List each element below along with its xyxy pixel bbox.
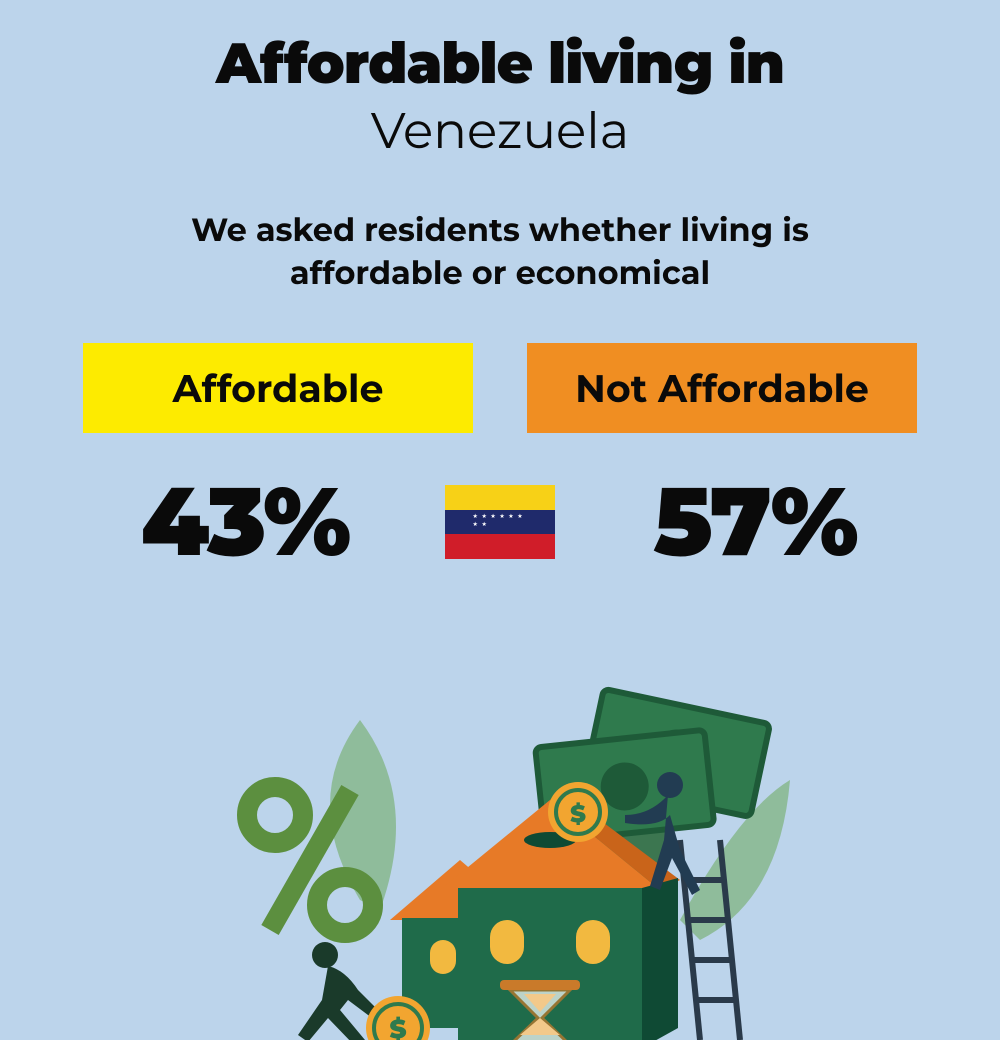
subtitle-line2: affordable or economical [290,254,710,293]
affordable-label: Affordable [173,365,384,412]
svg-text:$: $ [570,800,586,829]
subtitle-line1: We asked residents whether living is [191,211,809,250]
not-affordable-label: Not Affordable [575,365,869,412]
person-icon [298,942,378,1040]
svg-text:$: $ [389,1013,406,1040]
flag-stripe-bot [445,534,555,559]
not-affordable-label-box: Not Affordable [527,343,917,433]
house-savings-illustration: $ $ [180,640,820,1040]
title-block: Affordable living in Venezuela [0,0,1000,161]
venezuela-flag-icon: ★ ★ ★ ★ ★ ★ ★ ★ [445,485,555,559]
flag-stripe-top [445,485,555,510]
affordable-label-box: Affordable [83,343,473,433]
not-affordable-value: 57% [595,463,915,580]
title-line2: Venezuela [0,100,1000,161]
flag-stars-icon: ★ ★ ★ ★ ★ ★ ★ ★ [473,512,528,528]
labels-row: Affordable Not Affordable [0,343,1000,433]
title-line1: Affordable living in [0,30,1000,98]
values-row: 43% ★ ★ ★ ★ ★ ★ ★ ★ 57% [0,463,1000,580]
affordable-value: 43% [85,463,405,580]
coin-icon: $ [548,782,608,842]
subtitle: We asked residents whether living is aff… [0,209,1000,295]
